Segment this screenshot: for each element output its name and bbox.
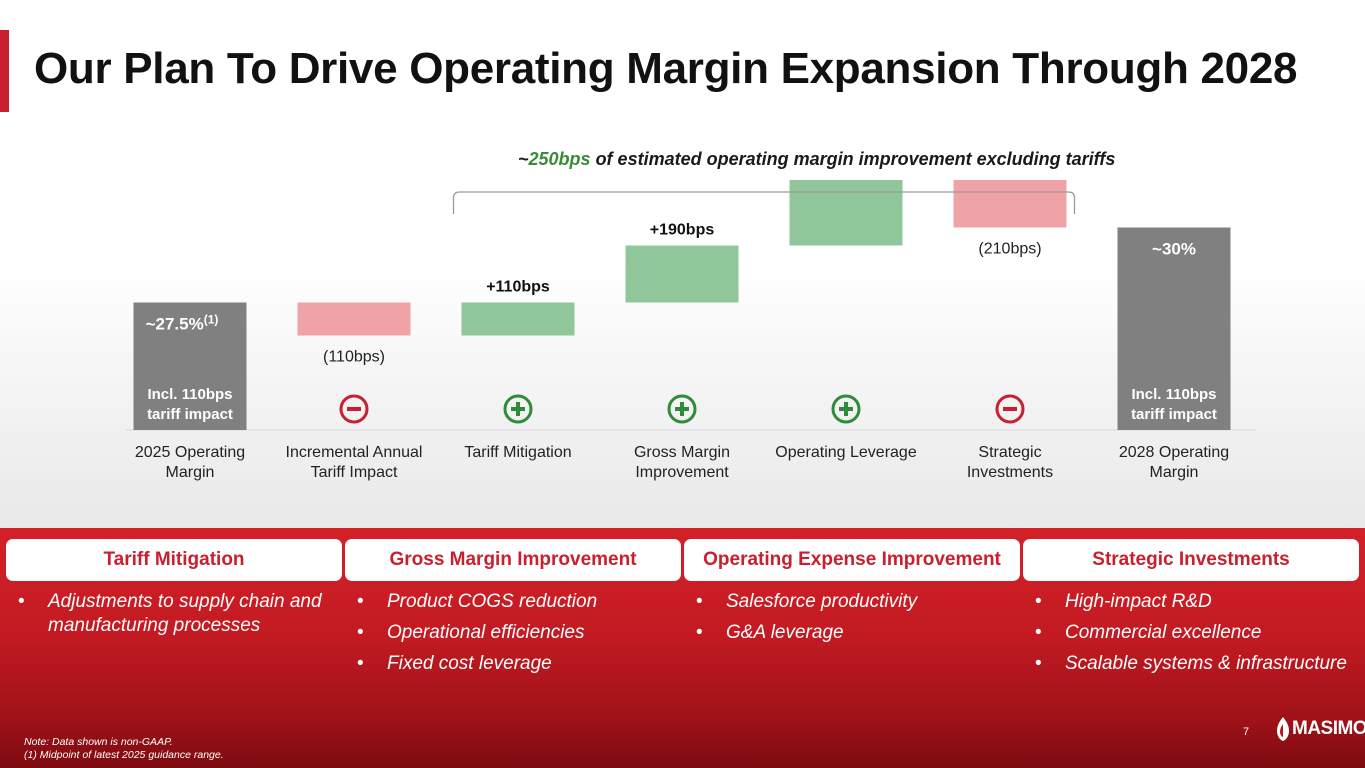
bullet-item: Product COGS reduction	[345, 590, 681, 614]
column-header: Operating Expense Improvement	[684, 539, 1020, 581]
column-header: Strategic Investments	[1023, 539, 1359, 581]
title-accent-bar	[0, 30, 9, 112]
column-gross-margin-improvement: Gross Margin Improvement Product COGS re…	[345, 539, 681, 683]
bullet-item: Operational efficiencies	[345, 621, 681, 645]
plus-icon-bar	[516, 402, 520, 416]
category-label: Incremental Annual	[286, 444, 423, 461]
category-label: Improvement	[635, 464, 729, 481]
plus-icon	[831, 394, 861, 424]
bullet-item: Salesforce productivity	[684, 590, 1020, 614]
category-label: Tariff Impact	[311, 464, 398, 481]
category-label: Margin	[166, 464, 215, 481]
category-label: Gross Margin	[634, 444, 730, 461]
subtitle-highlight: 250bps	[528, 149, 591, 169]
column-header: Tariff Mitigation	[6, 539, 342, 581]
column-operating-expense-improvement: Operating Expense Improvement Salesforce…	[684, 539, 1020, 652]
bullet-item: High-impact R&D	[1023, 590, 1359, 614]
bar-gross-margin-improvement	[625, 245, 739, 303]
category-label: 2028 Operating	[1119, 444, 1229, 461]
column-strategic-investments: Strategic Investments High-impact R&D Co…	[1023, 539, 1359, 683]
logo-wordmark: MASIMO	[1292, 718, 1365, 739]
bar-value-label: ~27.5%(1)	[146, 313, 219, 334]
footnote-line: (1) Midpoint of latest 2025 guidance ran…	[24, 749, 224, 761]
bar-value-label: ~30%	[1152, 240, 1196, 259]
bar-inner-label: tariff impact	[147, 406, 233, 423]
improvement-bracket	[452, 191, 1076, 214]
category-label: Strategic	[978, 444, 1041, 461]
category-label: Operating Leverage	[775, 444, 917, 461]
plus-icon-bar	[680, 402, 684, 416]
bullet-item: Adjustments to supply chain and manufact…	[6, 590, 342, 638]
bar-tariff-mitigation	[461, 302, 575, 336]
bullet-list: Adjustments to supply chain and manufact…	[6, 590, 342, 638]
minus-icon	[339, 394, 369, 424]
category-label: 2025 Operating	[135, 444, 245, 461]
plus-icon	[503, 394, 533, 424]
bar-strategic-investments	[953, 180, 1067, 228]
subtitle-text: of estimated operating margin improvemen…	[590, 149, 1116, 169]
minus-icon	[995, 394, 1025, 424]
bar-value-label: +190bps	[650, 222, 715, 239]
bar-operating-leverage	[789, 180, 903, 246]
minus-icon-bar	[1003, 407, 1017, 411]
bar-2028-operating-margin	[1117, 227, 1231, 430]
plus-icon	[667, 394, 697, 424]
bullet-item: Scalable systems & infrastructure	[1023, 652, 1359, 676]
column-tariff-mitigation: Tariff Mitigation Adjustments to supply …	[6, 539, 342, 645]
bar-inner-label: Incl. 110bps	[147, 386, 232, 403]
bar-inner-label: Incl. 110bps	[1131, 386, 1216, 403]
footnote: Note: Data shown is non-GAAP. (1) Midpoi…	[24, 736, 224, 762]
column-header: Gross Margin Improvement	[345, 539, 681, 581]
bullet-list: Salesforce productivity G&A leverage	[684, 590, 1020, 645]
page-number: 7	[1243, 726, 1250, 738]
company-logo: MASIMO	[1276, 716, 1365, 742]
page-title: Our Plan To Drive Operating Margin Expan…	[34, 44, 1298, 93]
footnote-line: Note: Data shown is non-GAAP.	[24, 736, 173, 748]
bullet-item: Commercial excellence	[1023, 621, 1359, 645]
bar-value-label: (110bps)	[323, 349, 385, 366]
chart-subtitle: ~250bps of estimated operating margin im…	[518, 149, 1115, 170]
bar-2025-operating-margin	[133, 302, 247, 430]
logo-mark-icon	[1277, 717, 1289, 741]
minus-icon-bar	[347, 407, 361, 411]
bar-value-label: (210bps)	[978, 241, 1041, 258]
bullet-item: G&A leverage	[684, 621, 1020, 645]
category-label: Tariff Mitigation	[464, 444, 571, 461]
bullet-list: High-impact R&D Commercial excellence Sc…	[1023, 590, 1359, 676]
bullet-item: Fixed cost leverage	[345, 652, 681, 676]
category-label: Investments	[967, 464, 1053, 481]
waterfall-chart: ~27.5%(1) Incl. 110bps tariff impact 2025 O…	[126, 180, 1256, 481]
bar-inner-label: tariff impact	[1131, 406, 1217, 423]
plus-icon-bar	[844, 402, 848, 416]
bar-value-label: +110bps	[486, 279, 550, 296]
category-label: Margin	[1150, 464, 1199, 481]
bar-incremental-annual-tariff-impact	[297, 302, 411, 336]
bullet-list: Product COGS reduction Operational effic…	[345, 590, 681, 676]
subtitle-prefix: ~	[518, 149, 529, 169]
